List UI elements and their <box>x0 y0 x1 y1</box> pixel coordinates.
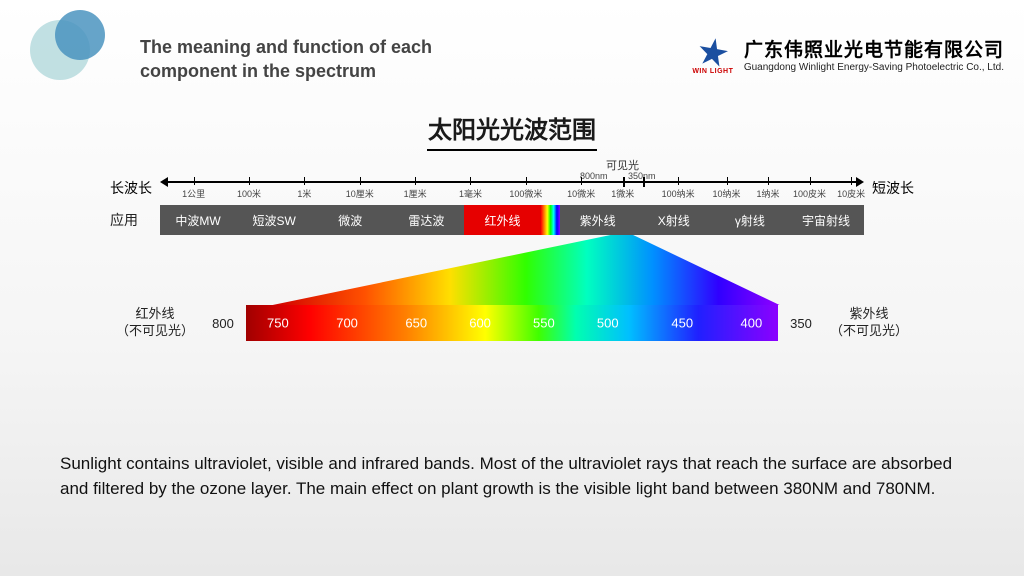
ir-invisible: （不可见光） <box>116 323 194 338</box>
logo-text: WIN LIGHT <box>692 68 733 75</box>
band-segment: 中波MW <box>160 205 236 235</box>
spectrum-triangle <box>160 235 864 305</box>
visible-spectrum-bar: 红外线 （不可见光） 800 750700650600550500450400 … <box>110 305 914 341</box>
snowflake-icon <box>698 38 728 68</box>
axis-tick-label: 1厘米 <box>404 187 427 200</box>
uv-label: 紫外线 <box>849 306 888 321</box>
spectrum-nm-label: 400 <box>741 316 763 331</box>
title-line1: The meaning and function of each <box>140 37 432 57</box>
axis-tick <box>194 177 195 185</box>
axis-tick <box>643 177 645 187</box>
axis-tick <box>581 177 582 185</box>
axis-tick-label: 1纳米 <box>757 187 780 200</box>
axis-tick <box>727 177 728 185</box>
axis-tick-label: 100米 <box>237 187 261 200</box>
spectrum-right-num: 350 <box>786 316 816 331</box>
company-logo: WIN LIGHT <box>692 35 734 77</box>
axis-tick <box>851 177 852 185</box>
company-name-cn: 广东伟照业光电节能有限公司 <box>744 35 1004 62</box>
spectrum-gradient: 750 700 650 600 550 500 450 400 <box>246 305 778 341</box>
spectrum-left-side: 红外线 （不可见光） <box>110 306 200 340</box>
axis-tick <box>470 177 471 185</box>
spectrum-right-side: 紫外线 （不可见光） <box>824 306 914 340</box>
axis-tick-label: 1毫米 <box>459 187 482 200</box>
axis-tick <box>526 177 527 185</box>
axis-tick-label: 100纳米 <box>662 187 695 200</box>
axis-tick-label: 10纳米 <box>713 187 741 200</box>
band-segment: 微波 <box>312 205 388 235</box>
ir-label: 红外线 <box>135 306 174 321</box>
axis-tick-label: 1米 <box>297 187 311 200</box>
title-line2: component in the spectrum <box>140 61 376 81</box>
bands-row-label: 应用 <box>110 205 160 235</box>
figure-title-underline <box>427 149 597 151</box>
uv-invisible: （不可见光） <box>830 323 908 338</box>
axis-tick-label: 10厘米 <box>346 187 374 200</box>
arrow-right-icon <box>856 177 864 187</box>
band-segment: X射线 <box>636 205 712 235</box>
spectrum-nm-label: 700 <box>336 316 358 331</box>
visible-light-marker: 可见光 800nm 350nm <box>110 157 914 175</box>
figure-title: 太阳光光波范围 <box>110 110 914 149</box>
company-block: WIN LIGHT 广东伟照业光电节能有限公司 Guangdong Winlig… <box>692 35 1004 84</box>
axis-tick <box>415 177 416 185</box>
page-title: The meaning and function of each compone… <box>140 35 432 84</box>
axis-tick-label: 1公里 <box>182 187 205 200</box>
band-segment: 雷达波 <box>388 205 464 235</box>
spectrum-figure: 太阳光光波范围 可见光 800nm 350nm 长波长 1公里 100米 1米 10厘… <box>110 110 914 341</box>
axis-tick-label: 1微米 <box>611 187 634 200</box>
wavelength-axis: 长波长 1公里 100米 1米 10厘米 1厘米 1毫米 100微米 10微米 1微米 100纳米… <box>110 177 914 199</box>
spectrum-nm-label: 650 <box>405 316 427 331</box>
decorative-circles <box>30 20 90 80</box>
header: The meaning and function of each compone… <box>140 35 1004 84</box>
spectrum-nm-label: 450 <box>671 316 693 331</box>
axis-tick-label: 10皮米 <box>837 187 865 200</box>
band-segment: 红外线 <box>464 205 540 235</box>
spectrum-nm-label: 750 <box>267 316 289 331</box>
band-segment: γ射线 <box>712 205 788 235</box>
axis-line: 1公里 100米 1米 10厘米 1厘米 1毫米 100微米 10微米 1微米 100纳米 10纳米… <box>166 177 858 199</box>
axis-left-label: 长波长 <box>110 178 160 198</box>
spectrum-left-num: 800 <box>208 316 238 331</box>
band-segment <box>541 205 560 235</box>
spectrum-nm-label: 500 <box>597 316 619 331</box>
band-segment: 紫外线 <box>560 205 636 235</box>
axis-tick <box>304 177 305 185</box>
body-paragraph: Sunlight contains ultraviolet, visible a… <box>60 452 964 501</box>
spectrum-nm-label: 550 <box>533 316 555 331</box>
axis-tick <box>810 177 811 185</box>
company-name-en: Guangdong Winlight Energy-Saving Photoel… <box>744 62 1004 73</box>
axis-tick-label: 10微米 <box>567 187 595 200</box>
axis-tick <box>768 177 769 185</box>
band-segment: 宇宙射线 <box>788 205 864 235</box>
axis-tick-label: 100微米 <box>509 187 542 200</box>
axis-tick <box>623 177 625 187</box>
axis-tick-label: 100皮米 <box>793 187 826 200</box>
axis-tick <box>678 177 679 185</box>
axis-tick <box>360 177 361 185</box>
band-segment: 短波SW <box>236 205 312 235</box>
axis-tick <box>249 177 250 185</box>
axis-right-label: 短波长 <box>864 178 914 198</box>
application-bands: 应用 中波MW短波SW微波雷达波红外线紫外线X射线γ射线宇宙射线 <box>110 205 914 235</box>
spectrum-nm-label: 600 <box>469 316 491 331</box>
